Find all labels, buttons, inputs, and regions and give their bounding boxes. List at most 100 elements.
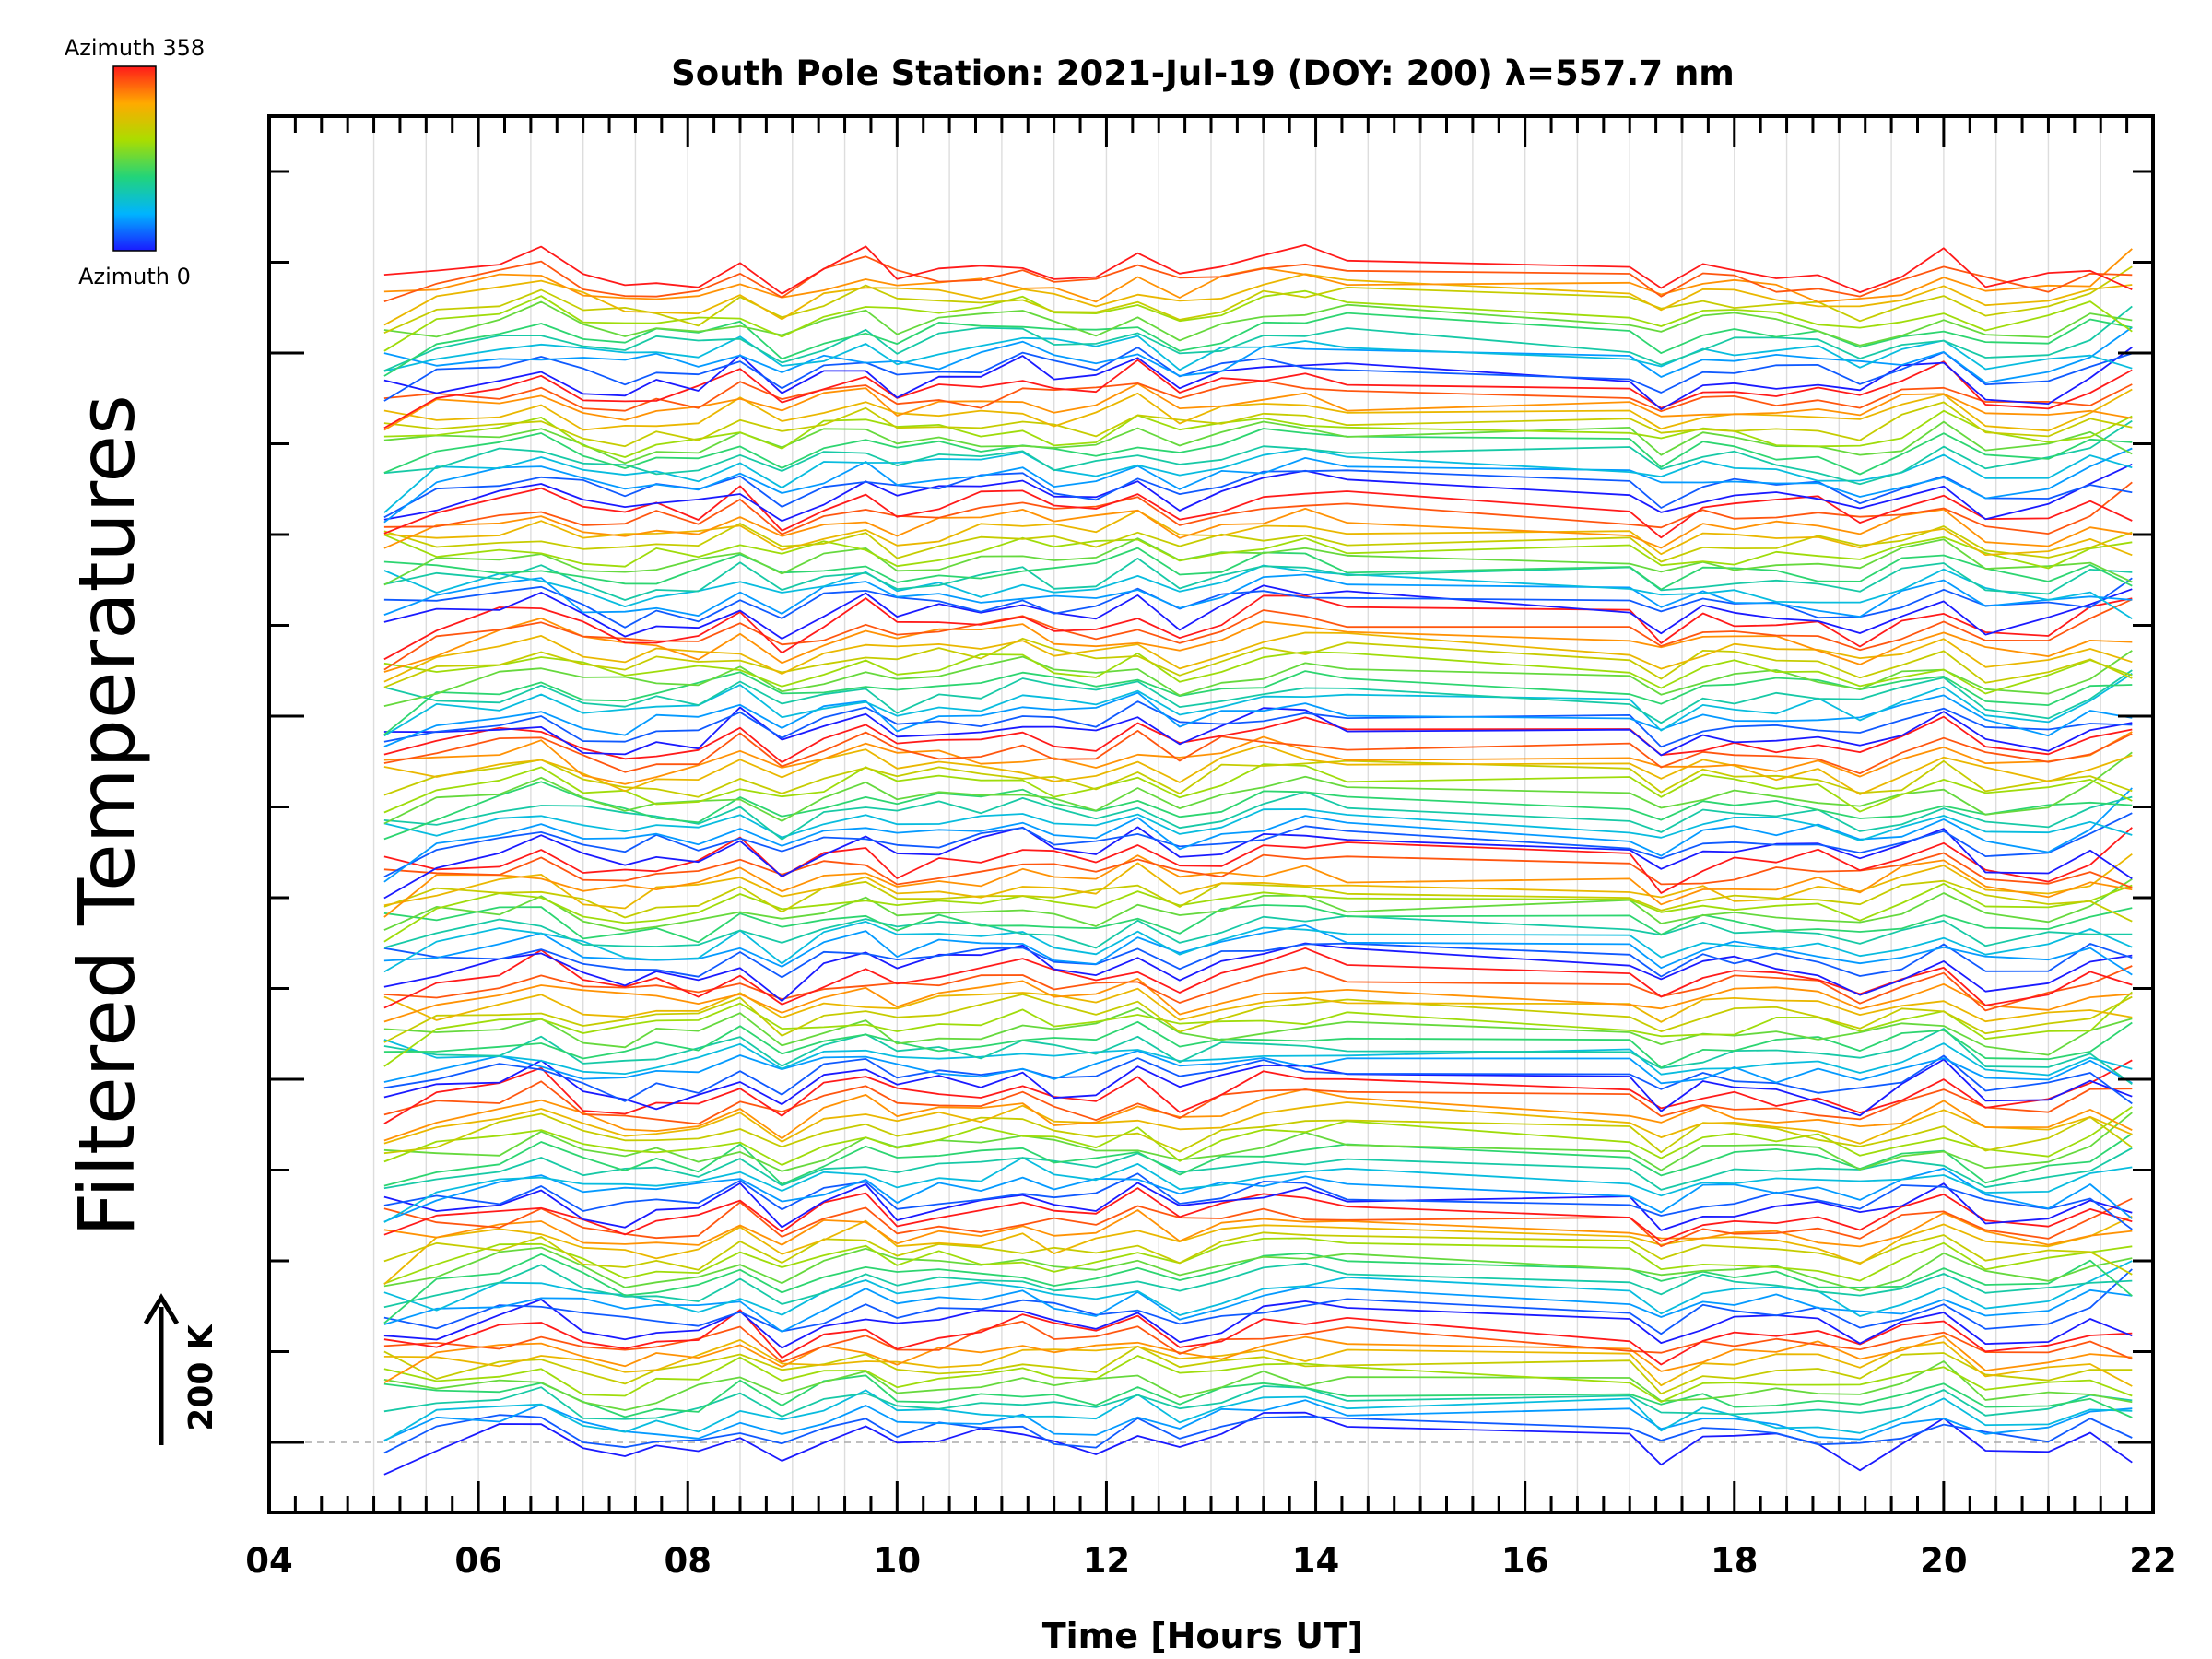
x-tick-labels: 04 06 08 10 12 14 16 18 20 22	[245, 1541, 2177, 1581]
trace-95	[383, 564, 2133, 620]
trace-3	[383, 1399, 2133, 1441]
trace-23	[383, 1215, 2133, 1286]
trace-18	[383, 1262, 2133, 1309]
trace-79	[383, 706, 2133, 757]
trace-10	[383, 1339, 2133, 1387]
y-axis-label: Filtered Temperatures	[62, 394, 152, 1237]
x-tick-label: 12	[1083, 1541, 1131, 1581]
trace-15	[383, 1268, 2133, 1335]
trace-62	[383, 853, 2133, 910]
trace-68	[383, 787, 2133, 883]
trace-47	[383, 991, 2133, 1067]
trace-43	[383, 1039, 2133, 1077]
trace-94	[383, 573, 2133, 618]
trace-86	[383, 651, 2133, 695]
trace-117	[383, 359, 2133, 429]
trace-102	[383, 508, 2133, 549]
trace-122	[383, 305, 2133, 372]
trace-26	[383, 1187, 2133, 1242]
trace-45	[383, 1020, 2133, 1069]
trace-75	[383, 744, 2133, 795]
trace-40	[383, 1058, 2133, 1117]
trace-57	[383, 915, 2133, 949]
trace-89	[383, 617, 2133, 673]
x-tick-label: 22	[2129, 1541, 2177, 1581]
trace-24	[383, 1209, 2133, 1248]
colorbar	[112, 65, 157, 252]
trace-56	[383, 921, 2133, 973]
trace-44	[383, 1028, 2133, 1086]
trace-88	[383, 631, 2133, 683]
trace-6	[383, 1374, 2133, 1418]
trace-92	[383, 584, 2133, 640]
trace-78	[383, 715, 2133, 763]
trace-65	[383, 827, 2133, 894]
x-tick-label: 10	[874, 1541, 922, 1581]
trace-53	[383, 942, 2133, 1002]
trace-80	[383, 700, 2133, 748]
trace-98	[383, 537, 2133, 586]
trace-42	[383, 1050, 2133, 1085]
trace-61	[383, 879, 2133, 923]
trace-120	[383, 326, 2133, 384]
trace-5	[383, 1385, 2133, 1420]
trace-59	[383, 877, 2133, 932]
x-tick-label: 20	[1920, 1541, 1968, 1581]
trace-52	[383, 947, 2133, 1009]
trace-70	[383, 791, 2133, 841]
trace-81	[383, 691, 2133, 747]
trace-2	[383, 1414, 2133, 1454]
trace-130	[383, 243, 2133, 295]
trace-58	[383, 904, 2133, 944]
trace-118	[383, 347, 2133, 411]
colorbar-top-label: Azimuth 358	[65, 35, 205, 61]
trace-36	[383, 1101, 2133, 1145]
trace-63	[383, 854, 2133, 918]
trace-116	[383, 380, 2133, 413]
trace-49	[383, 987, 2133, 1023]
trace-17	[383, 1260, 2133, 1317]
gridlines	[269, 116, 2153, 1512]
trace-87	[383, 637, 2133, 688]
trace-127	[383, 273, 2133, 326]
trace-1	[383, 1411, 2133, 1476]
trace-126	[383, 265, 2133, 335]
x-tick-label: 04	[245, 1541, 293, 1581]
trace-7	[383, 1360, 2133, 1411]
trace-27	[383, 1182, 2133, 1231]
colorbar-bottom-label: Azimuth 0	[78, 264, 191, 289]
axes	[267, 114, 2155, 1514]
trace-90	[383, 598, 2133, 671]
trace-111	[383, 420, 2133, 465]
trace-99	[383, 534, 2133, 570]
trace-107	[383, 447, 2133, 524]
trace-100	[383, 523, 2133, 563]
trace-128	[383, 248, 2133, 303]
x-tick-label: 18	[1711, 1541, 1759, 1581]
trace-74	[383, 759, 2133, 798]
trace-109	[383, 419, 2133, 486]
trace-25	[383, 1197, 2133, 1248]
x-tick-label: 16	[1501, 1541, 1549, 1581]
trace-30	[383, 1157, 2133, 1223]
trace-113	[383, 401, 2133, 448]
trace-110	[383, 428, 2133, 476]
trace-77	[383, 730, 2133, 775]
trace-19	[383, 1252, 2133, 1324]
x-tick-label: 06	[454, 1541, 502, 1581]
trace-76	[383, 731, 2133, 785]
trace-41	[383, 1054, 2133, 1105]
trace-67	[383, 812, 2133, 878]
trace-54	[383, 942, 2133, 979]
trace-50	[383, 977, 2133, 1023]
trace-46	[383, 1007, 2133, 1056]
trace-48	[383, 994, 2133, 1043]
trace-85	[383, 650, 2133, 707]
trace-29	[383, 1167, 2133, 1223]
trace-34	[383, 1106, 2133, 1166]
chart-title: South Pole Station: 2021-Jul-19 (DOY: 20…	[671, 53, 1735, 93]
trace-20	[383, 1246, 2133, 1292]
x-tick-label: 08	[664, 1541, 712, 1581]
trace-129	[383, 255, 2133, 303]
